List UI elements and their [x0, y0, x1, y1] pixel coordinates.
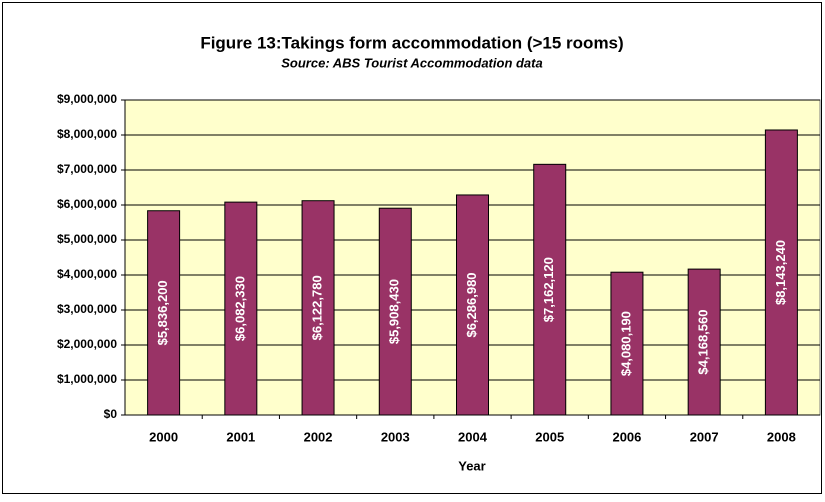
y-tick-label: $0: [104, 407, 118, 421]
y-tick-label: $6,000,000: [57, 197, 117, 211]
y-tick-label: $7,000,000: [57, 162, 117, 176]
y-tick-label: $3,000,000: [57, 302, 117, 316]
data-label: $4,168,560: [696, 310, 711, 375]
data-label: $7,162,120: [541, 257, 556, 322]
x-tick-label: 2007: [690, 429, 719, 444]
bar: [378, 207, 412, 416]
y-tick-label: $4,000,000: [57, 267, 117, 281]
bar: [687, 268, 721, 416]
x-tick-label: 2005: [535, 429, 564, 444]
x-tick-label: 2006: [612, 429, 641, 444]
y-tick-label: $9,000,000: [57, 92, 117, 106]
y-tick-label: $2,000,000: [57, 337, 117, 351]
bar: [456, 194, 489, 416]
x-tick-label: 2002: [304, 429, 333, 444]
x-tick-label: 2001: [226, 429, 255, 444]
bar: [224, 201, 258, 416]
bar: [764, 129, 798, 416]
bar: [147, 210, 181, 416]
x-tick-label: 2000: [149, 429, 178, 444]
y-tick-label: $1,000,000: [57, 372, 117, 386]
bar: [301, 200, 335, 416]
chart-title: Figure 13:Takings form accommodation (>1…: [200, 33, 623, 52]
x-tick-label: 2003: [381, 429, 410, 444]
data-label: $4,080,190: [618, 311, 633, 376]
data-label: $8,143,240: [773, 240, 788, 305]
data-label: $6,122,780: [309, 275, 324, 340]
bar: [610, 271, 644, 416]
chart-subtitle: Source: ABS Tourist Accommodation data: [281, 55, 542, 70]
x-axis-title: Year: [458, 458, 485, 473]
y-tick-label: $8,000,000: [57, 127, 117, 141]
y-tick-label: $5,000,000: [57, 232, 117, 246]
data-label: $6,286,980: [464, 272, 479, 337]
bar: [533, 163, 567, 416]
x-tick-label: 2008: [767, 429, 796, 444]
data-label: $6,082,330: [232, 276, 247, 341]
x-tick-label: 2004: [458, 429, 488, 444]
data-label: $5,908,430: [387, 279, 402, 344]
data-label: $5,836,200: [155, 280, 170, 345]
